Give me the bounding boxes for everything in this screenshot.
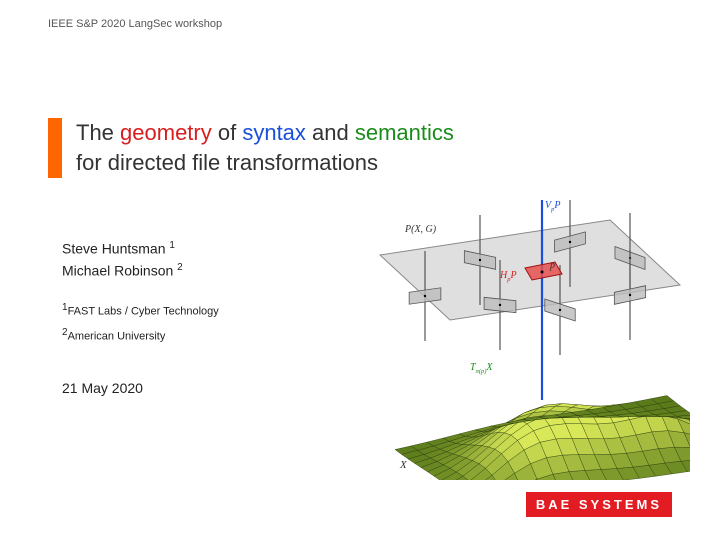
date-text: 21 May 2020 (62, 380, 143, 396)
title-word-green: semantics (355, 120, 454, 145)
svg-text:p: p (549, 260, 555, 271)
author-2: Michael Robinson 2 (62, 260, 183, 282)
author-name: Steve Huntsman (62, 241, 169, 257)
affil-1: 1FAST Labs / Cyber Technology (62, 298, 219, 323)
svg-text:X: X (399, 459, 408, 471)
title-block: The geometry of syntax and semantics for… (48, 118, 454, 178)
title-word: and (306, 120, 355, 145)
title-accent-bar (48, 118, 62, 178)
affil-text: American University (68, 330, 166, 342)
bundle-figure: VpPP(X, G)HpPpTπ(p)XX (350, 200, 690, 480)
author-sup: 2 (177, 262, 183, 273)
authors-block: Steve Huntsman 1 Michael Robinson 2 (62, 238, 183, 281)
affil-2: 2American University (62, 323, 219, 348)
affiliations-block: 1FAST Labs / Cyber Technology 2American … (62, 298, 219, 347)
title-word: of (212, 120, 243, 145)
title-word: The (76, 120, 120, 145)
author-name: Michael Robinson (62, 262, 177, 278)
affil-text: FAST Labs / Cyber Technology (68, 306, 219, 318)
title-word-red: geometry (120, 120, 212, 145)
svg-text:Tπ(p)X: Tπ(p)X (470, 362, 493, 375)
svg-text:VpP: VpP (545, 200, 560, 213)
bae-systems-logo: BAE SYSTEMS (526, 492, 672, 517)
author-sup: 1 (169, 240, 175, 251)
svg-text:P(X, G): P(X, G) (404, 224, 437, 235)
title-word-blue: syntax (242, 120, 306, 145)
title-text: The geometry of syntax and semantics for… (76, 118, 454, 177)
author-1: Steve Huntsman 1 (62, 238, 183, 260)
title-line2: for directed file transformations (76, 150, 378, 175)
venue-header: IEEE S&P 2020 LangSec workshop (48, 18, 222, 30)
